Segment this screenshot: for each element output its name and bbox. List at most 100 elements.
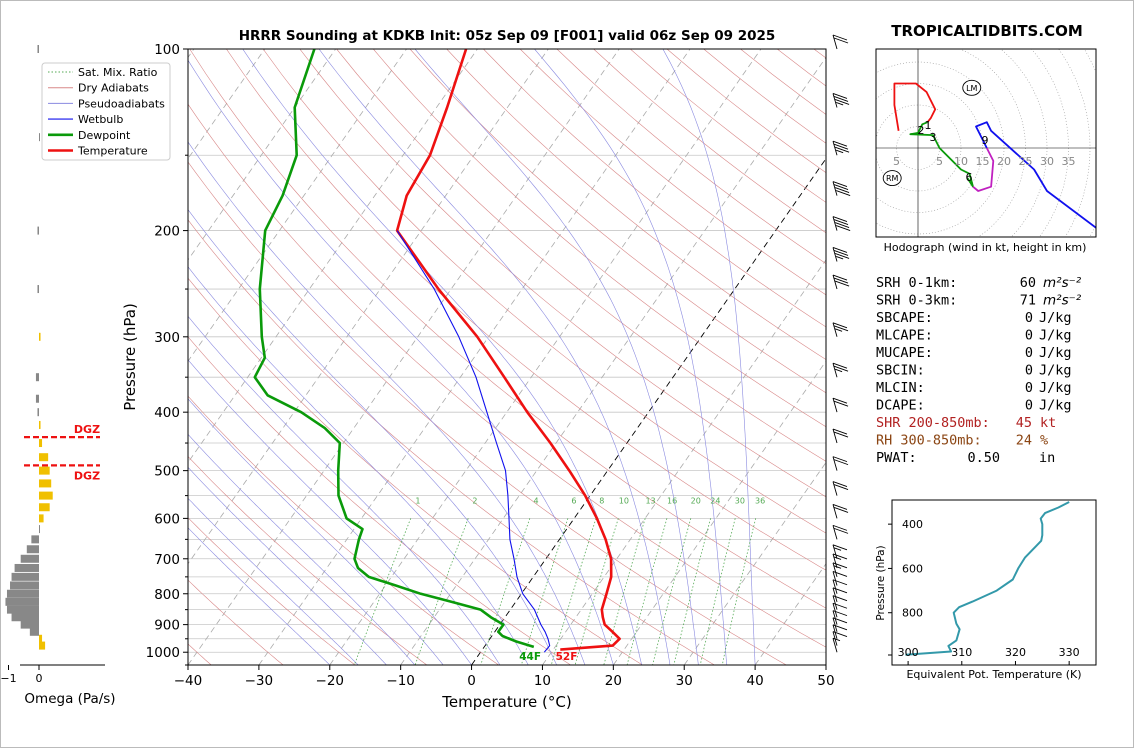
wind-barb bbox=[832, 322, 849, 337]
wind-barb-half-feather bbox=[832, 637, 841, 642]
wind-barb bbox=[832, 362, 849, 378]
omega-bar bbox=[39, 503, 50, 512]
hodograph-segment bbox=[893, 82, 937, 131]
storm-motion-label: LM bbox=[966, 84, 977, 93]
wind-barb-staff bbox=[832, 181, 838, 196]
omega-bar bbox=[10, 581, 39, 590]
index-unit: J/kg bbox=[1039, 328, 1072, 344]
dry-adiabat-line bbox=[483, 49, 826, 328]
wind-barb-feather bbox=[833, 96, 849, 102]
wind-barb-feather bbox=[832, 34, 848, 41]
brand-watermark: TROPICALTIDBITS.COM bbox=[891, 22, 1083, 40]
x-axis-label: Temperature (°C) bbox=[441, 693, 571, 711]
dry-adiabat-line bbox=[262, 49, 826, 534]
omega-bar bbox=[5, 597, 39, 606]
wind-barb-feather bbox=[833, 459, 849, 466]
wind-barb-half-feather bbox=[835, 256, 844, 260]
legend bbox=[41, 62, 171, 161]
y-tick-label: 1000 bbox=[146, 645, 180, 661]
wind-barb-feather bbox=[834, 187, 850, 194]
wind-barb-staff bbox=[832, 428, 838, 444]
index-unit: J/kg bbox=[1039, 310, 1072, 326]
x-tick-label: 30 bbox=[676, 673, 693, 689]
index-unit: % bbox=[1040, 433, 1048, 449]
mixing-ratio-label: 20 bbox=[691, 496, 701, 505]
wind-barb-feather bbox=[834, 280, 850, 287]
omega-bar bbox=[39, 641, 46, 650]
dry-adiabat-line bbox=[188, 336, 571, 665]
wind-barb-staff bbox=[832, 617, 838, 632]
y-tick-label: 500 bbox=[154, 464, 180, 480]
dry-adiabat-line bbox=[446, 49, 826, 360]
dry-adiabat-line bbox=[188, 277, 643, 665]
index-unit: m²s⁻² bbox=[1043, 275, 1082, 291]
index-value: 0 bbox=[1025, 363, 1033, 379]
omega-bar bbox=[29, 627, 39, 636]
wind-barb-staff bbox=[832, 525, 838, 540]
legend-box bbox=[41, 62, 171, 161]
pseudoadiabat-line bbox=[188, 315, 501, 665]
dewpoint-profile-line bbox=[253, 49, 535, 649]
pseudoadiabat-line bbox=[188, 466, 387, 665]
theta-e-x-tick-label: 310 bbox=[951, 646, 972, 659]
index-value: 0 bbox=[1025, 380, 1033, 396]
omega-bar bbox=[37, 45, 39, 53]
theta-e-y-tick-label: 400 bbox=[902, 518, 923, 531]
wind-barb-half-feather bbox=[833, 556, 842, 560]
omega-bar bbox=[37, 408, 39, 417]
legend-label: Dewpoint bbox=[78, 129, 131, 142]
chart-title: HRRR Sounding at KDKB Init: 05z Sep 09 [… bbox=[239, 28, 776, 44]
mixing-ratio-line bbox=[699, 518, 736, 665]
wind-barb-staff bbox=[832, 638, 838, 653]
pseudoadiabat-line bbox=[662, 49, 756, 665]
mixing-ratio-label: 30 bbox=[735, 496, 745, 505]
index-unit: J/kg bbox=[1039, 398, 1072, 414]
hodograph-ring-label: 30 bbox=[1040, 155, 1054, 168]
wind-barb-staff bbox=[832, 141, 838, 156]
x-tick-label: −40 bbox=[174, 673, 203, 689]
mixing-ratio-label: 24 bbox=[710, 496, 720, 505]
theta-e-y-axis-label: Pressure (hPa) bbox=[875, 545, 887, 620]
index-value: 0.50 bbox=[967, 450, 1000, 466]
mixing-ratio-line bbox=[480, 518, 531, 665]
x-tick-label: −10 bbox=[386, 673, 415, 689]
pseudoadiabat-line bbox=[188, 433, 416, 665]
pseudoadiabat-line bbox=[318, 49, 671, 665]
hodograph-ring-label: 5 bbox=[893, 155, 900, 168]
omega-bar bbox=[35, 394, 39, 403]
index-value: 0 bbox=[1025, 398, 1033, 414]
index-unit: kt bbox=[1040, 415, 1056, 431]
index-unit: m²s⁻² bbox=[1043, 293, 1082, 309]
omega-bar bbox=[20, 554, 39, 563]
index-unit: J/kg bbox=[1039, 380, 1072, 396]
theta-e-profile-line bbox=[905, 501, 1070, 656]
wind-barb-feather bbox=[833, 400, 849, 407]
wind-barb-half-feather bbox=[835, 149, 844, 154]
dry-adiabat-line bbox=[188, 455, 428, 665]
surface-dewpoint-label: 44F bbox=[519, 651, 541, 663]
omega-bar bbox=[31, 535, 39, 544]
wind-barb bbox=[832, 247, 850, 262]
mixing-ratio-label: 2 bbox=[472, 496, 477, 505]
index-unit: J/kg bbox=[1039, 363, 1072, 379]
index-value: 24 bbox=[1016, 433, 1032, 449]
isotherm-line bbox=[188, 49, 620, 665]
index-unit: J/kg bbox=[1039, 345, 1072, 361]
wind-barb bbox=[832, 274, 850, 290]
omega-bar bbox=[39, 439, 43, 448]
omega-bar bbox=[39, 420, 41, 429]
wind-barb bbox=[832, 93, 850, 108]
isotherm-line bbox=[329, 49, 762, 665]
wind-barb-feather bbox=[832, 481, 848, 488]
wind-barb-half-feather bbox=[834, 368, 843, 373]
pseudoadiabat-line bbox=[414, 49, 699, 665]
mixing-ratio-line bbox=[626, 518, 668, 665]
mixing-ratio-line bbox=[414, 518, 469, 665]
dry-adiabat-line bbox=[188, 517, 356, 665]
theta-e-frame bbox=[891, 499, 1097, 666]
wind-barb-staff bbox=[832, 587, 838, 602]
wind-barb-feather bbox=[832, 428, 848, 435]
wind-barb-staff bbox=[832, 247, 838, 262]
wind-barb-staff bbox=[832, 34, 838, 50]
omega-bar bbox=[6, 605, 40, 614]
